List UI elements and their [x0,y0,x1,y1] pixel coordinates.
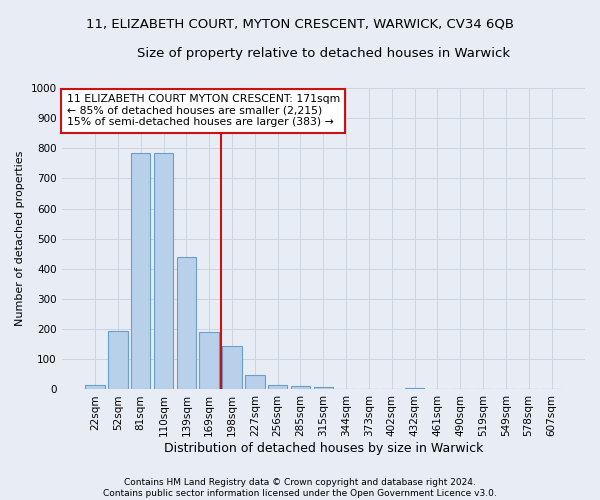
Bar [222,346,242,390]
X-axis label: Distribution of detached houses by size in Warwick: Distribution of detached houses by size … [164,442,483,455]
Bar [405,388,424,390]
Bar [154,153,173,390]
Bar [108,332,128,390]
Text: Contains HM Land Registry data © Crown copyright and database right 2024.
Contai: Contains HM Land Registry data © Crown c… [103,478,497,498]
Y-axis label: Number of detached properties: Number of detached properties [15,151,25,326]
Title: Size of property relative to detached houses in Warwick: Size of property relative to detached ho… [137,48,510,60]
Bar [85,385,105,390]
Bar [245,376,265,390]
Bar [268,385,287,390]
Bar [291,386,310,390]
Bar [199,332,219,390]
Bar [314,388,333,390]
Bar [176,258,196,390]
Bar [131,154,151,390]
Text: 11 ELIZABETH COURT MYTON CRESCENT: 171sqm
← 85% of detached houses are smaller (: 11 ELIZABETH COURT MYTON CRESCENT: 171sq… [67,94,340,128]
Text: 11, ELIZABETH COURT, MYTON CRESCENT, WARWICK, CV34 6QB: 11, ELIZABETH COURT, MYTON CRESCENT, WAR… [86,18,514,30]
